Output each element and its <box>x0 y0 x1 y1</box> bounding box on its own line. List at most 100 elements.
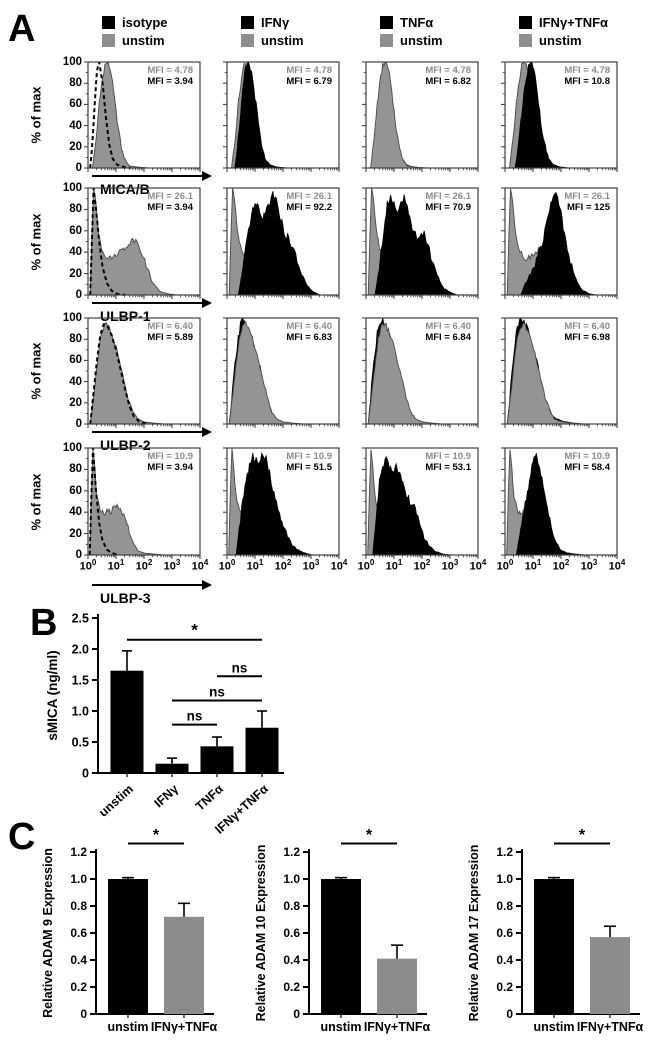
plot-border <box>87 447 201 556</box>
panel-b-chart: 0 0.5 1.0 1.5 2.0 2.5 sMICA (ng/ml) unstim IFNγ T… <box>45 612 284 837</box>
x-tick-label: 103 <box>163 558 181 573</box>
legend-black-swatch <box>102 15 115 29</box>
plot-border <box>87 187 201 296</box>
legend-condition-label: IFNγ+TNFα <box>539 14 609 30</box>
x-axis-arrowhead <box>202 297 212 308</box>
y-axis-label: sMICA (ng/ml) <box>45 650 60 740</box>
stimulated-histogram <box>234 60 286 169</box>
x-category-label: TNFα <box>193 782 226 814</box>
y-tick-label: 1.0 <box>283 872 300 886</box>
y-tick-label: 0.2 <box>283 980 300 994</box>
flow-histogram-plot <box>84 447 201 559</box>
legend-unstim-label: unstim <box>539 32 582 48</box>
x-tick-label: 101 <box>246 558 264 573</box>
y-tick-label: 60 <box>69 98 82 111</box>
y-tick-label: 100 <box>62 312 82 324</box>
plot-border <box>504 61 618 169</box>
y-tick-label: 80 <box>69 203 82 216</box>
bar <box>110 670 144 773</box>
x-tick-label: 104 <box>330 558 348 573</box>
legend-row: unstim <box>519 31 608 49</box>
unstim-histogram <box>369 61 428 169</box>
x-tick-label: 100 <box>357 558 375 573</box>
y-axis-label: % of max <box>28 86 44 144</box>
legend-row: unstim <box>241 31 304 49</box>
unstim-histogram <box>506 322 582 425</box>
y-tick-label: 0.4 <box>70 953 87 967</box>
y-tick-label: 0 <box>75 289 82 301</box>
flow-histogram-plot <box>362 61 479 172</box>
legend-row: isotype <box>102 13 168 31</box>
mfi-readout: MFI = 10.9 MFI = 51.5 <box>227 451 332 473</box>
mfi-condition-value: MFI = 10.8 <box>564 76 610 87</box>
y-tick-label: 60 <box>69 224 82 237</box>
mfi-condition-value: MFI = 3.94 <box>147 202 193 213</box>
legend-black-swatch <box>241 15 254 29</box>
significance-label: ns <box>232 660 248 675</box>
mfi-condition-value: MFI = 58.4 <box>564 462 610 473</box>
unstim-histogram <box>89 450 165 556</box>
isotype-dashed-histogram <box>88 447 119 556</box>
mfi-readout: MFI = 26.1 MFI = 70.9 <box>366 191 471 213</box>
x-axis-arrow <box>92 175 202 178</box>
y-tick-label: 80 <box>69 77 82 90</box>
x-tick-label: 104 <box>608 558 626 573</box>
panel-b-label: B <box>30 602 58 644</box>
y-tick-label: 40 <box>69 246 82 259</box>
y-tick-label: 0 <box>80 1007 87 1021</box>
x-category-label: IFNγ <box>152 782 182 811</box>
x-tick-label: 102 <box>135 558 153 573</box>
y-tick-label: 2.0 <box>72 643 89 657</box>
mfi-condition-value: MFI = 6.79 <box>286 76 332 87</box>
unstim-histogram <box>91 60 150 169</box>
x-tick-label: 100 <box>79 558 97 573</box>
stimulated-histogram <box>520 191 597 296</box>
plot-border <box>365 61 479 169</box>
y-tick-label: 0 <box>293 1007 300 1021</box>
y-tick-label: 100 <box>62 442 82 454</box>
x-axis-arrow <box>92 584 202 587</box>
mfi-unstim-value: MFI = 6.40 <box>564 321 610 332</box>
x-axis-arrowhead <box>202 426 212 437</box>
x-category-label: unstim <box>321 1020 362 1034</box>
mfi-condition-value: MFI = 6.83 <box>286 332 332 343</box>
x-category-label: unstim <box>534 1020 575 1034</box>
x-category-label: IFNγ+TNFα <box>364 1020 431 1034</box>
panel-c-label: C <box>8 816 36 858</box>
x-tick-label: 104 <box>469 558 487 573</box>
bar <box>108 879 148 1014</box>
mfi-readout: MFI = 26.1 MFI = 92.2 <box>227 191 332 213</box>
y-axis-label: Relative ADAM 17 Expression <box>467 845 481 1022</box>
legend-black-swatch <box>380 15 393 29</box>
mfi-readout: MFI = 4.78 MFI = 6.82 <box>366 65 471 87</box>
mfi-unstim-value: MFI = 26.1 <box>425 191 471 202</box>
y-tick-label: 20 <box>69 140 82 153</box>
stimulated-histogram <box>515 453 586 556</box>
plot-border <box>365 187 479 296</box>
marker-label: ULBP-1 <box>100 308 151 324</box>
y-tick-label: 0.2 <box>70 980 87 994</box>
bar <box>534 879 574 1014</box>
x-tick-label: 102 <box>413 558 431 573</box>
legend-gray-swatch <box>241 33 254 47</box>
legend-condition-label: TNFα <box>400 14 434 30</box>
mfi-condition-value: MFI = 3.94 <box>147 462 193 473</box>
bar <box>200 746 234 773</box>
mfi-unstim-value: MFI = 4.78 <box>564 65 610 76</box>
y-tick-label: 0.8 <box>283 899 300 913</box>
legend-condition-label: isotype <box>122 14 168 30</box>
flow-histogram-plot <box>84 60 201 172</box>
y-tick-label: 1.2 <box>283 845 300 859</box>
mfi-unstim-value: MFI = 6.40 <box>147 321 193 332</box>
flow-histogram-plot <box>501 61 618 172</box>
legend-gray-swatch <box>380 33 393 47</box>
mfi-condition-value: MFI = 51.5 <box>286 462 332 473</box>
isotype-dashed-histogram <box>89 61 131 169</box>
y-tick-label: 40 <box>69 375 82 388</box>
y-tick-label: 0.4 <box>283 953 300 967</box>
bar <box>377 958 417 1014</box>
mfi-condition-value: MFI = 70.9 <box>425 202 471 213</box>
legend: isotype unstim <box>102 13 168 49</box>
stimulated-histogram <box>514 61 571 169</box>
